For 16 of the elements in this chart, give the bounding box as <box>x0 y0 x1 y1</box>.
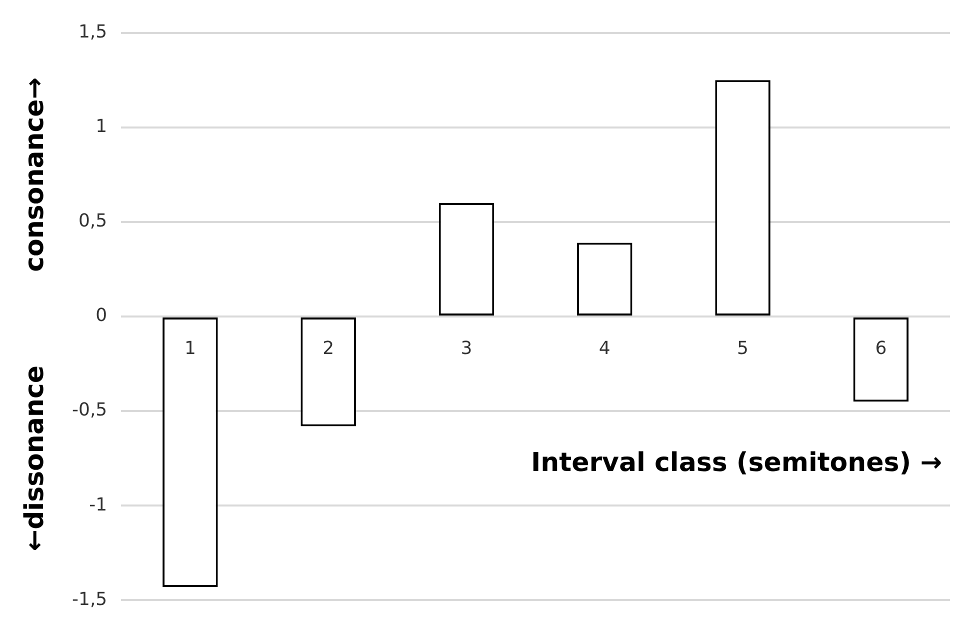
y-tick-label: -0,5 <box>72 400 108 421</box>
y-axis-title: consonance→ <box>20 77 50 272</box>
text: ←dissonance <box>20 365 50 552</box>
y-tick-label: -1,5 <box>72 588 108 610</box>
x-axis-title: Interval class (semitones) → <box>530 448 942 478</box>
y-tick-label: 1 <box>96 116 108 138</box>
x-tick-label: 2 <box>322 338 334 360</box>
x-tick-label: 3 <box>460 338 472 360</box>
x-tick-label: 6 <box>875 338 887 360</box>
x-tick-label: 5 <box>737 338 749 360</box>
y-tick-label: 0,5 <box>78 210 108 232</box>
y-tick-label: 1,5 <box>78 21 108 42</box>
y-tick-label: -1 <box>89 494 108 516</box>
y-tick-label: 0 <box>96 305 108 326</box>
x-tick-label: 1 <box>184 338 196 360</box>
x-tick-label: 4 <box>598 338 610 360</box>
